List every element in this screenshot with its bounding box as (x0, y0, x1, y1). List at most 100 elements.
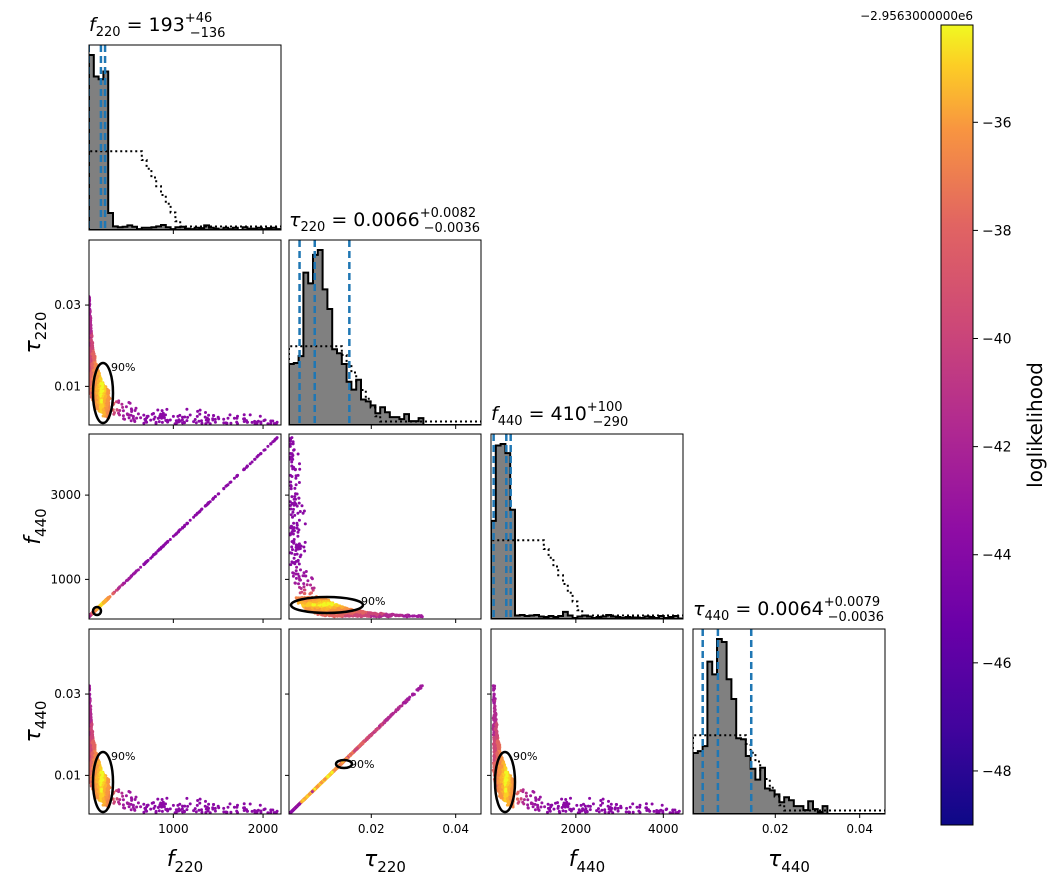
scatter-point (273, 437, 277, 441)
scatter-point (232, 476, 236, 480)
scatter-point (185, 521, 189, 525)
scatter-point (289, 513, 293, 517)
scatter-point (146, 414, 150, 418)
scatter-point (302, 545, 306, 549)
scatter-point (242, 467, 246, 471)
scatter-point (139, 416, 143, 420)
scatter-point (290, 455, 294, 459)
scatter-point (297, 542, 301, 546)
scatter-point (99, 604, 103, 607)
contour-90 (91, 605, 103, 617)
histogram-f220 (89, 54, 281, 230)
scatter-point (291, 574, 295, 578)
scatter-point (290, 452, 294, 456)
scatter-point (222, 417, 226, 421)
contour-label: 90% (361, 595, 385, 608)
scatter-point (232, 416, 236, 420)
scatter-point (289, 480, 293, 484)
scatter-point (403, 614, 407, 618)
scatter-point (121, 409, 125, 413)
scatter-point (373, 612, 377, 616)
contour-90 (91, 361, 115, 425)
scatter-point (92, 355, 95, 359)
scatter-point (104, 598, 107, 602)
scatter-point (89, 380, 92, 384)
scatter-point (164, 542, 167, 546)
scatter-point (309, 591, 313, 595)
scatter-point (369, 612, 372, 615)
scatter-point (246, 464, 249, 468)
scatter-point (298, 510, 302, 513)
scatter-point (303, 592, 307, 595)
scatter-point (293, 467, 297, 471)
prior-histogram-f220 (89, 150, 281, 230)
scatter-point (297, 481, 301, 484)
scatter-point (102, 400, 106, 404)
scatter-point (294, 569, 298, 573)
scatter-point (145, 420, 149, 424)
scatter-point (315, 606, 319, 610)
scatter-point (90, 364, 94, 367)
scatter-point (142, 421, 146, 425)
scatter-point (299, 568, 302, 572)
scatter-point (294, 483, 298, 487)
scatter-point (120, 402, 124, 406)
scatter-point (290, 464, 294, 468)
scatter-point (146, 558, 150, 562)
scatter-point (303, 588, 307, 592)
scatter-point (393, 613, 397, 617)
panel-content (289, 240, 481, 425)
scatter-point (193, 418, 197, 421)
scatter-point (248, 462, 252, 466)
scatter-point (153, 415, 157, 419)
panel-content (89, 45, 281, 230)
scatter-point (90, 334, 94, 338)
scatter-point (295, 552, 299, 556)
scatter-point (135, 416, 139, 420)
scatter-point (204, 418, 208, 422)
scatter-point (153, 552, 157, 556)
scatter-point (269, 419, 273, 423)
scatter-point (290, 545, 294, 549)
scatter-point (104, 394, 107, 398)
scatter-point (139, 565, 143, 569)
scatter-point (200, 507, 204, 511)
scatter-point (106, 389, 110, 393)
scatter-point (94, 402, 98, 406)
scatter-point (300, 600, 304, 604)
scatter-point (185, 419, 189, 423)
scatter-point (289, 504, 292, 507)
scatter-point (121, 405, 125, 409)
scatter-point (291, 515, 294, 519)
scatter-point (367, 614, 371, 618)
scatter-point (329, 613, 333, 617)
scatter-point (200, 419, 203, 423)
scatter-point (174, 419, 178, 423)
scatter-point (168, 538, 172, 541)
scatter-point (176, 414, 180, 418)
scatter-point (349, 614, 353, 618)
scatter-point (97, 371, 101, 375)
scatter-point (296, 511, 300, 515)
panel-content: 90% (89, 684, 279, 814)
scatter-point (171, 534, 175, 538)
scatter-point (297, 518, 301, 522)
scatter-point (243, 417, 246, 421)
scatter-point (303, 574, 307, 578)
scatter-point (356, 613, 359, 617)
scatter-point (317, 598, 321, 602)
scatter-point (246, 420, 249, 424)
scatter-point (188, 413, 192, 417)
scatter-point (192, 515, 196, 519)
scatter-point (171, 414, 175, 418)
scatter-point (96, 389, 100, 392)
scatter-point (168, 418, 172, 422)
scatter-point (297, 562, 301, 566)
scatter-point (390, 612, 393, 616)
scatter-point (160, 420, 164, 424)
scatter-point (323, 606, 327, 610)
scatter-point (295, 526, 299, 530)
scatter-point (290, 475, 294, 478)
scatter-point (89, 391, 93, 395)
scatter-point (131, 416, 135, 420)
